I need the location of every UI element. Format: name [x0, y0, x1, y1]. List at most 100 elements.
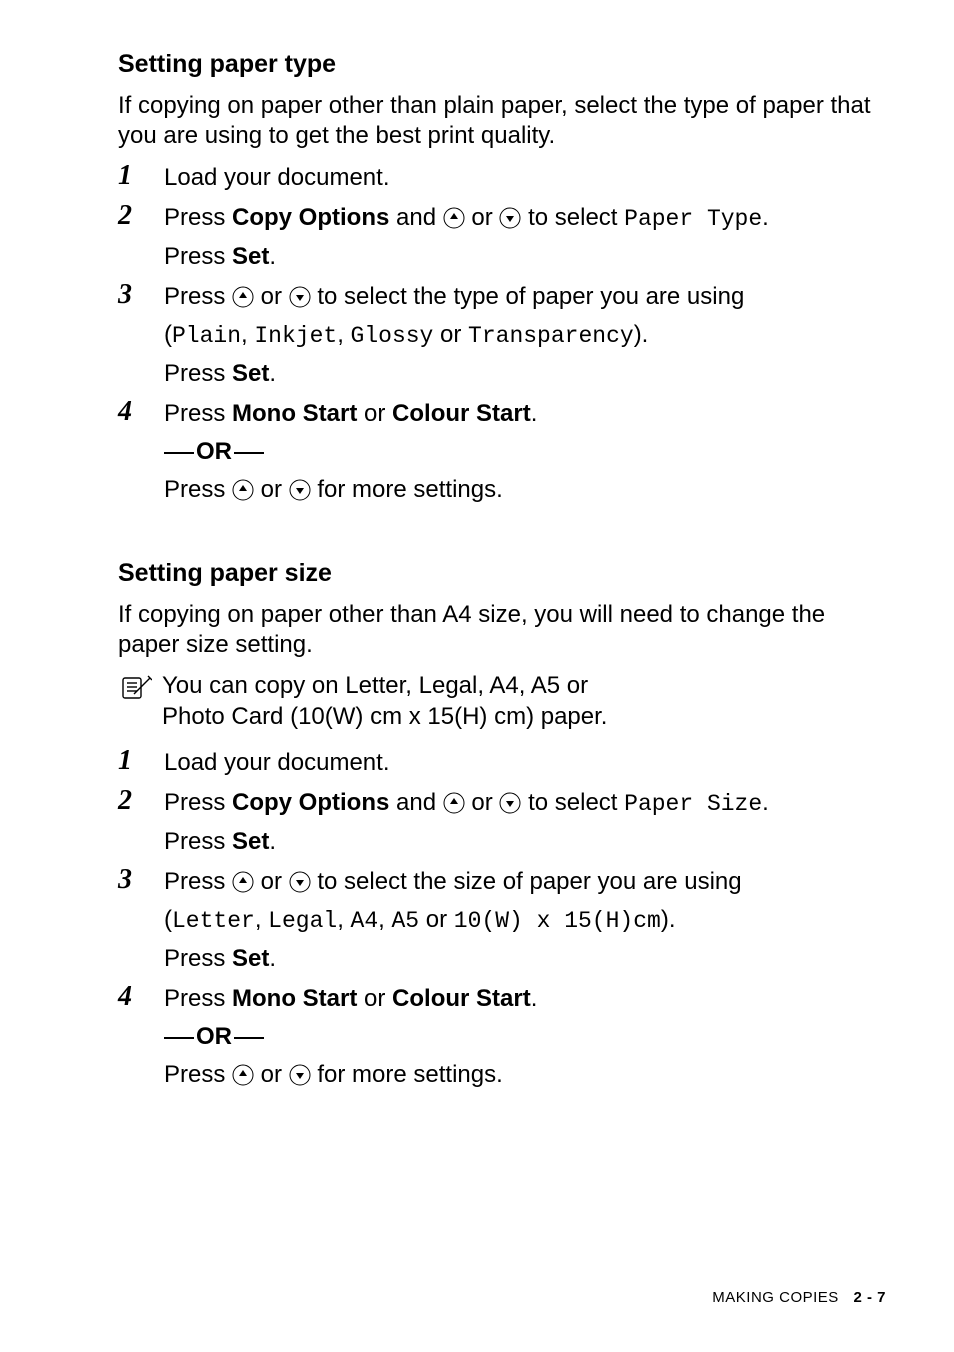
- text: ,: [255, 906, 268, 933]
- text: Press: [164, 985, 232, 1012]
- text: Press: [164, 828, 232, 855]
- down-arrow-icon: [289, 1064, 311, 1086]
- lcd-text: Plain: [172, 323, 241, 349]
- step-number: 1: [118, 161, 164, 191]
- section-paper-type: Setting paper type If copying on paper o…: [118, 50, 886, 507]
- text: ).: [634, 321, 649, 348]
- button-label: Mono Start: [232, 400, 357, 427]
- step-number: 4: [118, 982, 164, 1012]
- steps-paper-type: 1 Load your document. 2 Press Copy Optio…: [118, 161, 886, 507]
- text: ,: [241, 321, 254, 348]
- text: and: [389, 204, 442, 231]
- text: Photo Card (10(W) cm x 15(H) cm) paper.: [162, 703, 607, 730]
- up-arrow-icon: [443, 207, 465, 229]
- text: .: [531, 400, 538, 427]
- text: Press Set.: [164, 240, 886, 274]
- step-number: 4: [118, 397, 164, 427]
- step-body: Load your document.: [164, 746, 886, 780]
- text: for more settings.: [311, 476, 503, 503]
- up-arrow-icon: [232, 871, 254, 893]
- text: or: [254, 868, 289, 895]
- text: Press Set.: [164, 942, 886, 976]
- text: (: [164, 321, 172, 348]
- down-arrow-icon: [289, 286, 311, 308]
- text: or: [433, 321, 468, 348]
- heading-paper-size: Setting paper size: [118, 559, 886, 588]
- lcd-text: Paper Type: [624, 206, 762, 232]
- step-body: Press Copy Options and or to select Pape…: [164, 786, 886, 859]
- lcd-text: A5: [391, 908, 419, 934]
- intro-paper-type: If copying on paper other than plain pap…: [118, 91, 886, 151]
- step-number: 1: [118, 746, 164, 776]
- step-1: 1 Load your document.: [118, 746, 886, 780]
- text: Press or for more settings.: [164, 1058, 886, 1092]
- text: You can copy on Letter, Legal, A4, A5 or: [162, 672, 588, 699]
- lcd-text: Transparency: [468, 323, 634, 349]
- note-text: You can copy on Letter, Legal, A4, A5 or…: [162, 670, 886, 732]
- down-arrow-icon: [289, 871, 311, 893]
- step-number: 2: [118, 201, 164, 231]
- or-separator: OR: [164, 435, 886, 469]
- text: and: [389, 789, 442, 816]
- or-label: OR: [196, 1023, 232, 1050]
- text: (Letter, Legal, A4, A5 or 10(W) x 15(H)c…: [164, 903, 886, 938]
- step-body: Press Mono Start or Colour Start. OR Pre…: [164, 397, 886, 507]
- text: or: [465, 204, 500, 231]
- step-2: 2 Press Copy Options and or to select Pa…: [118, 201, 886, 274]
- text: .: [762, 789, 769, 816]
- footer-page: 2 - 7: [853, 1289, 886, 1306]
- step-number: 2: [118, 786, 164, 816]
- text: Press: [164, 789, 232, 816]
- up-arrow-icon: [232, 1064, 254, 1086]
- pencil-note-icon: [118, 672, 152, 702]
- step-number: 3: [118, 280, 164, 310]
- button-label: Colour Start: [392, 400, 531, 427]
- steps-paper-size: 1 Load your document. 2 Press Copy Optio…: [118, 746, 886, 1092]
- text: to select: [521, 789, 624, 816]
- text: or: [465, 789, 500, 816]
- lcd-text: Glossy: [351, 323, 434, 349]
- button-label: Mono Start: [232, 985, 357, 1012]
- text: .: [269, 945, 276, 972]
- up-arrow-icon: [443, 792, 465, 814]
- text: or: [419, 906, 454, 933]
- step-body: Press Mono Start or Colour Start. OR Pre…: [164, 982, 886, 1092]
- down-arrow-icon: [499, 207, 521, 229]
- text: Press or for more settings.: [164, 473, 886, 507]
- section-paper-size: Setting paper size If copying on paper o…: [118, 559, 886, 1092]
- text: Press: [164, 868, 232, 895]
- button-label: Set: [232, 828, 269, 855]
- text: .: [269, 243, 276, 270]
- up-arrow-icon: [232, 479, 254, 501]
- step-4: 4 Press Mono Start or Colour Start. OR P…: [118, 397, 886, 507]
- text: (Plain, Inkjet, Glossy or Transparency).: [164, 318, 886, 353]
- text: Press: [164, 476, 232, 503]
- text: to select: [521, 204, 624, 231]
- text: Press: [164, 243, 232, 270]
- step-number: 3: [118, 865, 164, 895]
- or-separator: OR: [164, 1020, 886, 1054]
- lcd-text: Letter: [172, 908, 255, 934]
- text: .: [762, 204, 769, 231]
- text: .: [269, 360, 276, 387]
- text: or: [357, 985, 392, 1012]
- text: (: [164, 906, 172, 933]
- text: ).: [661, 906, 676, 933]
- lcd-text: Paper Size: [624, 791, 762, 817]
- text: Press: [164, 1061, 232, 1088]
- text: Press Set.: [164, 825, 886, 859]
- text: Press: [164, 400, 232, 427]
- up-arrow-icon: [232, 286, 254, 308]
- page-footer: MAKING COPIES 2 - 7: [712, 1289, 886, 1306]
- text: ,: [337, 906, 350, 933]
- footer-section: MAKING COPIES: [712, 1289, 839, 1306]
- text: or: [254, 1061, 289, 1088]
- step-3: 3 Press or to select the size of paper y…: [118, 865, 886, 976]
- text: or: [357, 400, 392, 427]
- text: Press: [164, 945, 232, 972]
- text: Press Set.: [164, 357, 886, 391]
- text: Press: [164, 283, 232, 310]
- down-arrow-icon: [289, 479, 311, 501]
- button-label: Set: [232, 360, 269, 387]
- intro-paper-size: If copying on paper other than A4 size, …: [118, 600, 886, 660]
